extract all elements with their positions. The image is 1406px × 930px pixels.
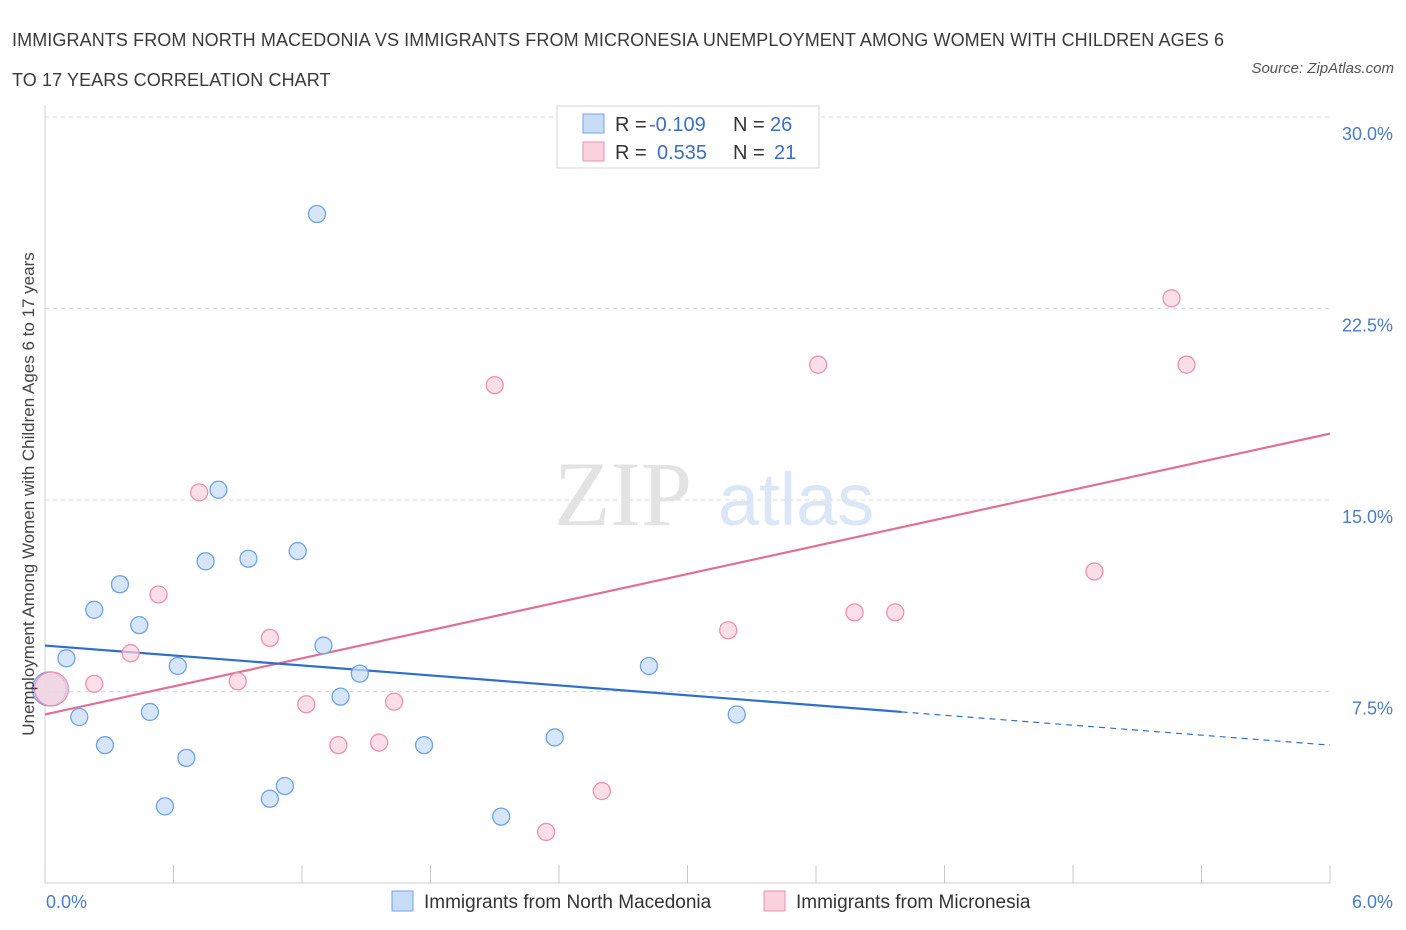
watermark-zip: ZIP bbox=[554, 443, 692, 545]
point-series1-13 bbox=[239, 549, 258, 568]
bottom-legend-swatch-series2 bbox=[763, 890, 786, 912]
source-label: Source: ZipAtlas.com bbox=[1251, 60, 1394, 77]
legend-n-value-2: 21 bbox=[774, 142, 796, 164]
legend-r-label-2: R = bbox=[615, 142, 647, 164]
point-series1-8 bbox=[155, 797, 175, 816]
point-series1-15 bbox=[275, 776, 295, 796]
point-series2-0 bbox=[33, 671, 70, 707]
y-tick-label-1: 15.0% bbox=[1342, 507, 1393, 527]
legend-swatch-series1 bbox=[582, 113, 605, 134]
point-series1-2 bbox=[70, 707, 89, 727]
trend-line-series1-extension bbox=[901, 711, 1331, 746]
y-tick-label-2: 22.5% bbox=[1342, 316, 1393, 336]
point-series1-24 bbox=[639, 656, 659, 676]
point-series2-12 bbox=[537, 822, 556, 842]
trend-lines bbox=[44, 432, 1331, 746]
point-series1-16 bbox=[288, 541, 307, 561]
bottom-legend-swatch-series1 bbox=[391, 890, 414, 912]
point-series1-7 bbox=[140, 702, 160, 722]
point-series1-5 bbox=[110, 575, 130, 594]
point-series1-22 bbox=[492, 807, 511, 826]
point-series2-20 bbox=[1177, 355, 1196, 374]
x-tick-label-1: 6.0% bbox=[1352, 892, 1393, 912]
point-series2-3 bbox=[149, 585, 168, 604]
point-series2-9 bbox=[369, 733, 389, 752]
point-series2-10 bbox=[384, 692, 404, 711]
point-series1-4 bbox=[95, 735, 115, 755]
point-series2-18 bbox=[1085, 562, 1104, 581]
point-series1-10 bbox=[177, 748, 196, 768]
axes bbox=[44, 105, 1331, 884]
point-series1-18 bbox=[314, 636, 333, 655]
point-series2-4 bbox=[190, 483, 209, 502]
point-series1-11 bbox=[196, 552, 215, 571]
legend-r-value-1: -0.109 bbox=[649, 114, 706, 136]
legend-n-label-2: N = bbox=[733, 142, 765, 164]
point-series2-13 bbox=[592, 781, 611, 801]
y-tick-label-0: 7.5% bbox=[1352, 699, 1393, 719]
y-axis-label: Unemployment Among Women with Children A… bbox=[19, 252, 38, 736]
x-tick-label-0: 0.0% bbox=[46, 892, 87, 912]
point-series1-23 bbox=[545, 728, 564, 747]
legend-n-value-1: 26 bbox=[770, 114, 792, 136]
trend-line-series1 bbox=[44, 644, 902, 714]
legend-swatch-series2 bbox=[582, 141, 605, 162]
x-tick-labels: 0.0% 6.0% bbox=[46, 892, 1393, 912]
y-tick-label-3: 30.0% bbox=[1342, 124, 1393, 144]
point-series2-5 bbox=[228, 672, 247, 691]
bottom-legend-label-series2: Immigrants from Micronesia bbox=[796, 892, 1031, 913]
grid-lines bbox=[45, 116, 1330, 692]
stats-legend: R = -0.109 N = 26 R = 0.535 N = 21 bbox=[556, 105, 820, 169]
y-tick-labels: 7.5% 15.0% 22.5% 30.0% bbox=[1342, 124, 1393, 719]
point-series2-7 bbox=[297, 695, 316, 714]
point-series2-1 bbox=[85, 674, 104, 693]
point-series1-9 bbox=[168, 656, 187, 676]
point-series1-6 bbox=[130, 615, 149, 635]
point-series1-17 bbox=[307, 204, 327, 224]
point-series1-20 bbox=[350, 664, 369, 683]
point-series2-14 bbox=[719, 621, 738, 640]
trend-line-series2 bbox=[44, 432, 1331, 716]
point-series2-15 bbox=[808, 355, 828, 374]
watermark-atlas: atlas bbox=[718, 458, 874, 541]
point-series1-25 bbox=[727, 705, 746, 724]
point-series2-17 bbox=[886, 603, 905, 622]
bottom-legend-label-series1: Immigrants from North Macedonia bbox=[424, 892, 712, 913]
point-series2-8 bbox=[329, 735, 348, 755]
point-series1-1 bbox=[57, 649, 76, 668]
point-series2-19 bbox=[1162, 289, 1181, 308]
legend-n-label-1: N = bbox=[733, 114, 765, 136]
point-series2-16 bbox=[845, 603, 864, 622]
point-series1-3 bbox=[85, 600, 104, 619]
legend-r-value-2: 0.535 bbox=[657, 142, 707, 164]
point-series2-11 bbox=[485, 375, 504, 395]
point-series1-12 bbox=[209, 480, 228, 499]
legend-r-label-1: R = bbox=[615, 114, 647, 136]
point-series1-14 bbox=[260, 789, 280, 808]
point-series1-21 bbox=[414, 735, 434, 755]
point-series1-19 bbox=[331, 687, 350, 706]
series-legend: Immigrants from North Macedonia Immigran… bbox=[391, 890, 1031, 913]
data-points bbox=[31, 204, 1196, 842]
chart-title: IMMIGRANTS FROM NORTH MACEDONIA VS IMMIG… bbox=[12, 30, 1225, 90]
point-series2-6 bbox=[260, 628, 280, 648]
point-series2-2 bbox=[121, 644, 140, 663]
